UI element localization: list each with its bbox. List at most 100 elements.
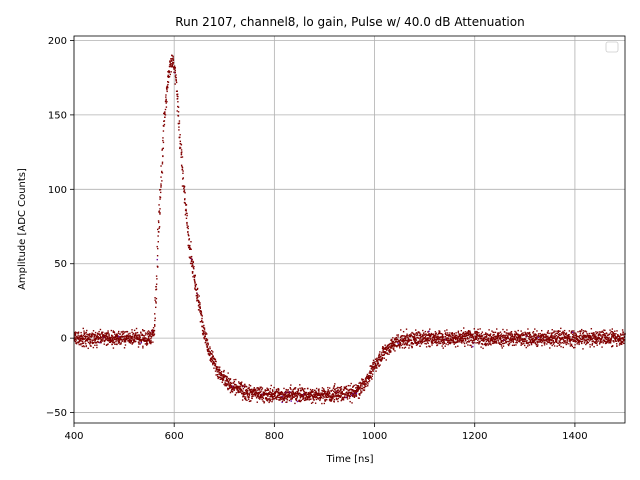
data-point: [403, 341, 405, 343]
data-point: [572, 336, 574, 338]
data-point: [504, 335, 507, 337]
data-point: [346, 396, 348, 398]
data-point: [170, 62, 172, 65]
data-point: [105, 338, 107, 340]
data-point: [123, 331, 126, 333]
data-point: [579, 332, 581, 334]
data-point: [139, 340, 141, 342]
data-point: [85, 335, 87, 338]
data-point: [168, 70, 170, 72]
data-point: [271, 399, 274, 401]
data-point: [242, 392, 244, 394]
data-point: [278, 393, 280, 396]
data-point: [227, 388, 229, 391]
data-point: [168, 71, 171, 73]
data-point: [446, 339, 449, 342]
data-point: [494, 331, 497, 334]
data-point: [145, 339, 148, 342]
data-point: [531, 341, 533, 344]
data-point: [438, 342, 441, 344]
data-point: [444, 333, 447, 336]
data-point: [556, 332, 559, 335]
data-point: [601, 341, 603, 343]
data-point: [326, 393, 329, 395]
data-point: [395, 338, 398, 340]
data-point: [327, 393, 330, 396]
data-point: [542, 339, 545, 341]
data-point: [498, 334, 500, 337]
data-point: [540, 338, 542, 341]
data-point: [588, 332, 590, 335]
data-point: [169, 73, 172, 76]
data-point: [392, 337, 394, 339]
data-point: [106, 336, 109, 338]
data-point: [250, 391, 253, 394]
data-point: [553, 330, 555, 332]
data-point: [158, 226, 161, 228]
data-point: [147, 338, 150, 340]
data-point: [413, 333, 415, 335]
data-point: [535, 343, 537, 346]
data-point: [466, 338, 469, 340]
data-point: [161, 172, 164, 174]
data-point: [361, 391, 363, 393]
data-point: [88, 334, 90, 336]
data-point: [438, 331, 441, 334]
data-point: [372, 361, 374, 364]
data-point: [152, 329, 155, 332]
data-point: [381, 351, 383, 354]
data-point: [119, 343, 121, 345]
data-point: [610, 337, 612, 340]
data-point: [267, 388, 269, 390]
data-point: [365, 381, 367, 383]
y-axis-label: Amplitude [ADC Counts]: [17, 168, 28, 290]
data-point: [248, 386, 250, 389]
data-point: [157, 228, 159, 231]
data-point: [405, 339, 407, 341]
data-point: [229, 387, 231, 389]
data-point: [315, 391, 317, 394]
data-point: [532, 337, 535, 339]
data-point: [150, 333, 152, 335]
data-point: [181, 185, 184, 187]
data-point: [555, 332, 557, 335]
data-point: [562, 338, 564, 340]
data-point: [394, 344, 397, 347]
data-point: [282, 397, 284, 399]
data-point: [338, 395, 340, 398]
data-point: [422, 329, 424, 332]
data-point: [477, 335, 480, 337]
data-point: [169, 65, 171, 68]
data-point: [381, 358, 383, 361]
data-point: [301, 395, 303, 397]
data-point: [549, 343, 552, 345]
data-point: [283, 393, 285, 396]
data-point: [538, 336, 540, 338]
data-point: [94, 341, 96, 343]
data-point: [577, 331, 579, 333]
data-point: [391, 346, 393, 348]
data-point: [494, 341, 496, 343]
data-point: [228, 379, 231, 381]
data-point: [367, 376, 370, 378]
data-point: [84, 339, 87, 342]
data-point: [569, 343, 571, 345]
data-point: [238, 391, 240, 393]
data-point: [596, 341, 598, 343]
data-point: [442, 343, 444, 345]
data-point: [578, 337, 581, 339]
data-point: [509, 339, 511, 342]
data-point: [357, 389, 359, 392]
data-point: [187, 233, 189, 235]
data-point: [145, 339, 147, 341]
data-point: [282, 392, 284, 394]
data-point: [98, 337, 101, 339]
data-point: [408, 338, 410, 341]
data-point: [416, 333, 418, 335]
data-point: [589, 337, 592, 340]
data-point: [112, 330, 114, 332]
data-point: [312, 394, 314, 396]
data-point: [172, 66, 175, 69]
data-point: [233, 386, 235, 389]
data-point: [211, 357, 213, 359]
